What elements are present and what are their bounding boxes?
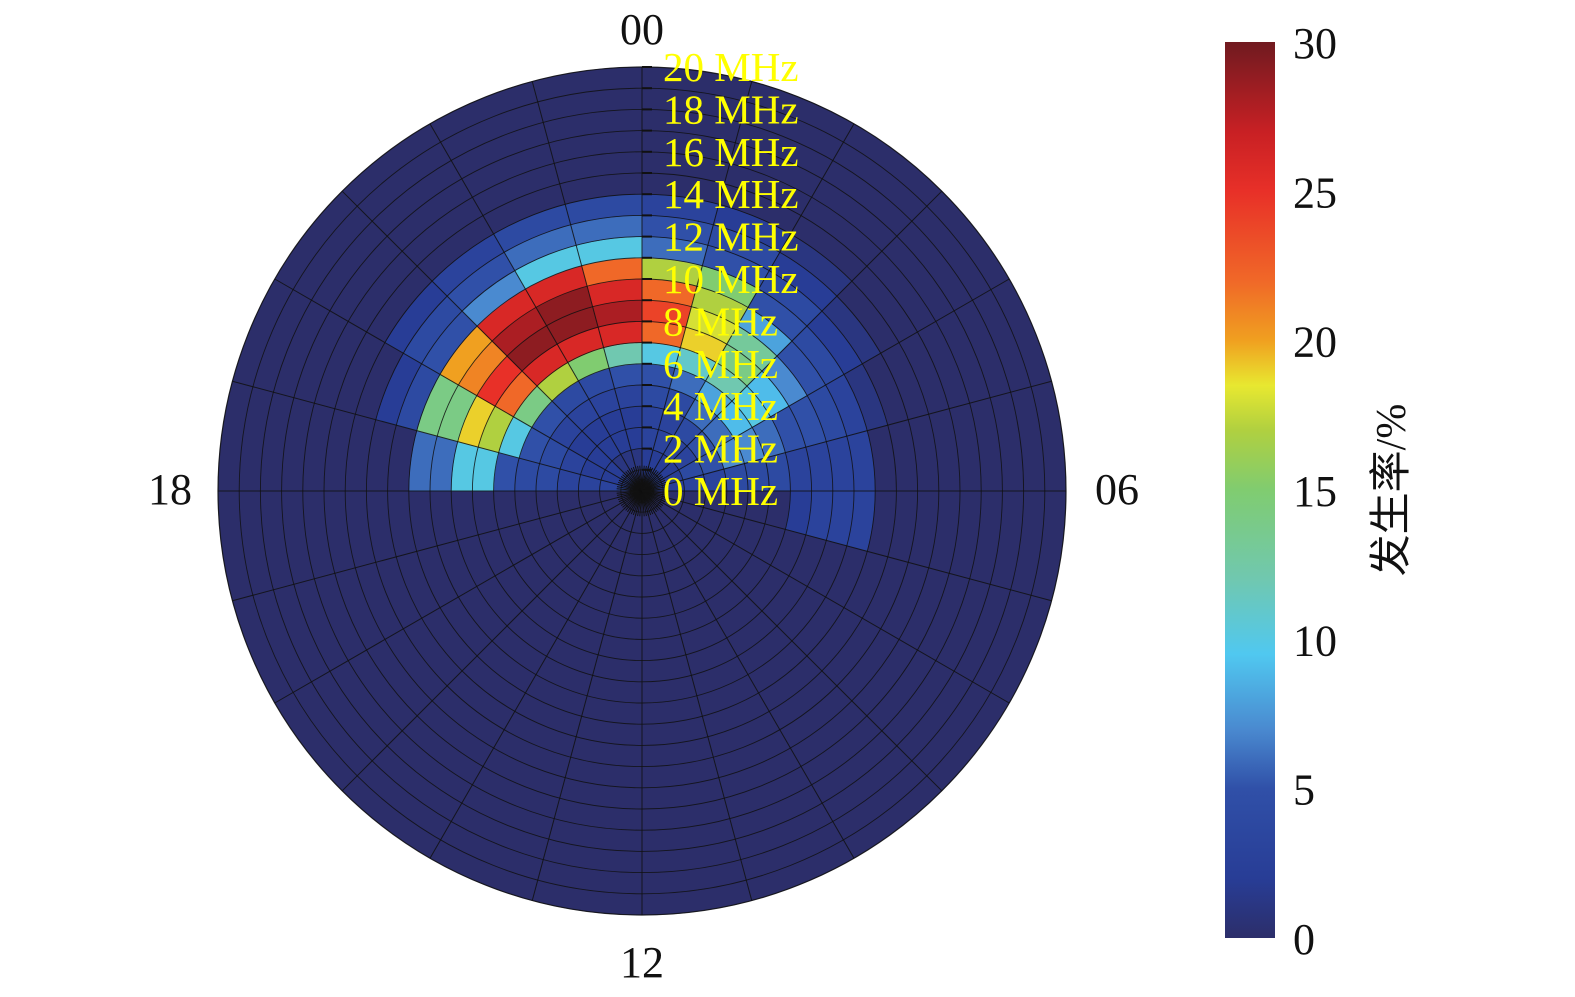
frequency-label: 20 MHz [663,44,799,90]
colorbar-tick-label: 0 [1293,915,1315,964]
frequency-label: 18 MHz [663,86,799,132]
colorbar [1225,42,1275,938]
hour-label-00: 00 [620,5,664,54]
hour-label-06: 06 [1095,465,1139,514]
frequency-label: 2 MHz [663,426,778,472]
colorbar-tick-label: 5 [1293,766,1315,815]
grid-spoke [232,380,643,492]
grid-spoke [641,81,753,492]
grid-spoke [641,190,943,492]
colorbar-tick-label: 30 [1293,19,1337,68]
hour-label-18: 18 [148,465,192,514]
grid-spoke [274,278,643,492]
grid-spoke [274,490,643,704]
frequency-label: 14 MHz [663,171,799,217]
frequency-label: 6 MHz [663,341,778,387]
grid-spoke [641,278,1010,492]
frequency-label: 8 MHz [663,298,778,344]
grid-spoke [641,123,855,492]
frequency-label: 12 MHz [663,214,799,260]
grid-spoke [341,490,643,792]
grid-spoke [429,123,643,492]
colorbar-tick-label: 25 [1293,168,1337,217]
grid-spoke [429,490,643,859]
grid-spoke [641,490,1052,602]
grid-spoke [641,490,943,792]
frequency-label: 0 MHz [663,468,778,514]
hour-labels: 00 06 12 18 [148,5,1139,987]
grid-spoke [232,490,643,602]
hour-label-12: 12 [620,938,664,987]
colorbar-ticks: 0 5 10 15 20 25 30 [1293,19,1337,964]
grid-spoke [641,490,1010,704]
heatmap-cells [217,66,1067,916]
grid-spoke-inner [639,465,643,492]
colorbar-tick-label: 10 [1293,616,1337,665]
colorbar-tick-label: 20 [1293,318,1337,367]
grid-spoke [531,81,643,492]
frequency-label: 4 MHz [663,383,778,429]
grid-spoke [641,380,1052,492]
grid-spoke [641,490,753,901]
grid-spoke [641,490,855,859]
grid-spoke [341,190,643,492]
polar-grid [217,66,1067,916]
grid-spoke [531,490,643,901]
colorbar-tick-label: 15 [1293,467,1337,516]
frequency-label: 10 MHz [663,256,799,302]
colorbar-label: 发生率/% [1368,404,1415,577]
frequency-label: 16 MHz [663,129,799,175]
